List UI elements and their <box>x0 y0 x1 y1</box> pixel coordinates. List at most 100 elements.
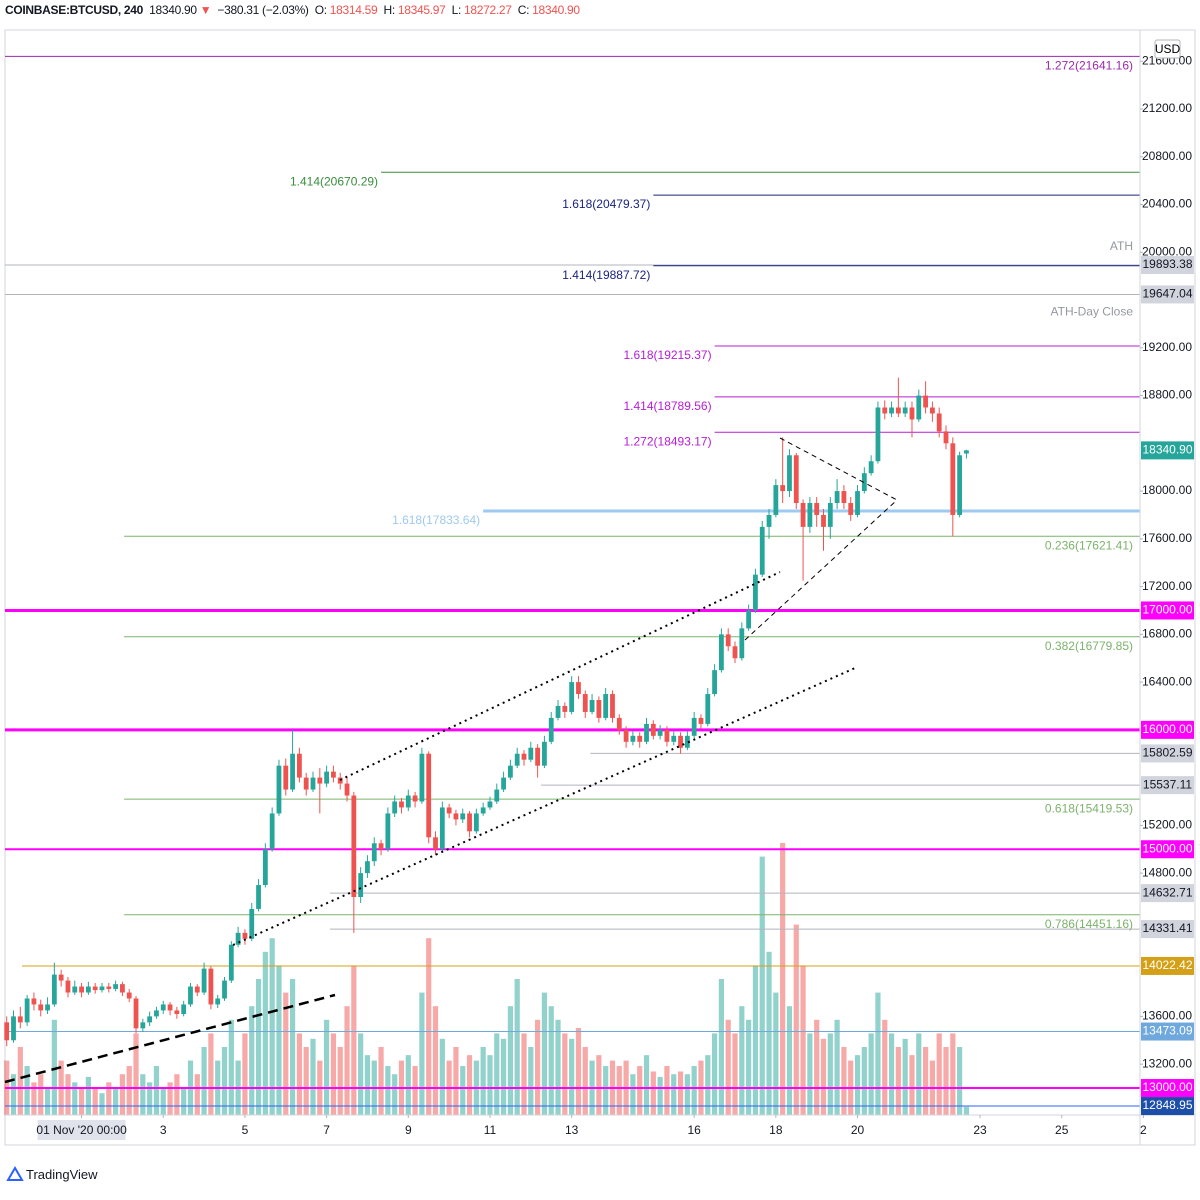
volume-bar <box>752 965 759 1115</box>
change-arrow: ▼ <box>199 3 212 17</box>
price-badge <box>1141 441 1194 460</box>
volume-bar <box>875 992 881 1115</box>
price-badge-label: 17000.00 <box>1142 603 1192 617</box>
candle-body <box>780 485 786 492</box>
volume-bar <box>603 1066 609 1115</box>
price-badge-label: 19647.04 <box>1142 287 1192 301</box>
volume-bar <box>827 1033 833 1115</box>
candle-body <box>433 837 438 850</box>
price-badge <box>1141 601 1194 620</box>
volume-bar <box>31 1082 37 1115</box>
candle-body <box>113 984 119 989</box>
volume-bar <box>671 1074 677 1115</box>
candle-body <box>303 777 309 790</box>
level-label: 1.414(20670.29) <box>290 174 378 188</box>
candle-body <box>753 574 758 611</box>
candle-body <box>11 1016 16 1041</box>
x-tick-label: 3 <box>160 1123 167 1137</box>
x-tick-label: 16 <box>687 1123 701 1137</box>
candle-body <box>698 717 704 724</box>
candle-body <box>521 753 527 760</box>
level-label: 1.272(21641.16) <box>1045 59 1133 73</box>
volume-bar <box>439 1038 445 1115</box>
candle-body <box>426 753 432 838</box>
symbol: COINBASE:BTCUSD, 240 <box>5 3 144 17</box>
candle-body <box>507 765 513 778</box>
candle-body <box>167 1004 173 1011</box>
volume-bar <box>691 1066 697 1115</box>
volume-bar <box>38 1074 44 1115</box>
trend-line <box>744 499 898 641</box>
volume-bar <box>596 1055 602 1115</box>
ohlc-value: 18345.97 <box>397 3 446 17</box>
volume-bar <box>562 1033 568 1115</box>
candle-body <box>596 700 602 718</box>
level-label: 1.618(17833.64) <box>392 513 480 527</box>
candle-body <box>154 1010 159 1017</box>
volume-bar <box>296 1033 302 1115</box>
candle-body <box>773 485 779 515</box>
volume-bar <box>759 856 765 1115</box>
y-tick-label: 15200.00 <box>1142 818 1192 832</box>
price-badge <box>1141 776 1194 795</box>
candle-body <box>936 413 942 432</box>
volume-bar <box>65 1074 71 1115</box>
candle-body <box>923 395 928 408</box>
volume-bar <box>820 1038 827 1115</box>
trend-line <box>4 993 336 1084</box>
level-label: 1.272(18493.17) <box>624 434 712 448</box>
volume-bar <box>487 1055 493 1115</box>
candle-body <box>188 986 193 1005</box>
level-label: 1.618(20479.37) <box>562 197 650 211</box>
price-badge-label: 13473.09 <box>1142 1024 1192 1038</box>
volume-bar <box>943 1047 949 1115</box>
candle-body <box>269 813 275 850</box>
candle-body <box>657 729 663 736</box>
volume-bar <box>426 938 432 1115</box>
candle-body <box>467 813 472 832</box>
candle-body <box>399 801 404 808</box>
candle-body <box>453 813 459 820</box>
candle-body <box>821 514 826 527</box>
volume-bar <box>861 1047 867 1115</box>
candle-body <box>72 986 78 993</box>
candle-body <box>126 992 132 999</box>
volume-bar <box>453 1047 459 1115</box>
price-badge-label: 15802.59 <box>1142 746 1192 760</box>
volume-bar <box>514 979 520 1115</box>
volume-bar <box>432 1006 439 1115</box>
price-badge-label: 18340.90 <box>1142 443 1192 457</box>
volume-bar <box>242 1033 248 1115</box>
volume-bar <box>684 1074 690 1115</box>
y-tick-label: 20000.00 <box>1142 244 1192 258</box>
candle-body <box>262 849 268 886</box>
price-badge <box>1141 956 1194 975</box>
x-tick-label: 2 <box>1140 1123 1147 1137</box>
volume-bar <box>283 992 289 1115</box>
volume-bar <box>92 1087 98 1115</box>
volume-bar <box>766 951 772 1115</box>
candle-body <box>848 503 854 515</box>
volume-pane <box>4 843 970 1115</box>
price-badge <box>1141 256 1194 275</box>
candle-body <box>623 729 629 742</box>
y-tick-label: 16400.00 <box>1142 674 1192 688</box>
volume-bar <box>412 1066 418 1115</box>
y-tick-label: 18000.00 <box>1142 483 1192 497</box>
y-tick-label: 20800.00 <box>1142 149 1192 163</box>
volume-bar <box>494 1033 500 1115</box>
volume-bar <box>854 1055 861 1115</box>
candle-body <box>902 407 908 414</box>
volume-bar <box>793 924 799 1115</box>
price-badge <box>1141 884 1194 903</box>
level-label: 1.414(19887.72) <box>562 268 650 282</box>
volume-bar <box>786 1006 793 1115</box>
candle-body <box>249 908 255 939</box>
candle-body <box>916 395 922 420</box>
volume-bar <box>909 1055 915 1115</box>
volume-bar <box>521 1033 527 1115</box>
volume-bar <box>51 1019 57 1115</box>
level-label: 0.618(15419.53) <box>1045 801 1133 815</box>
ohlc-value: 18272.27 <box>464 3 512 17</box>
candle-body <box>174 1010 180 1014</box>
